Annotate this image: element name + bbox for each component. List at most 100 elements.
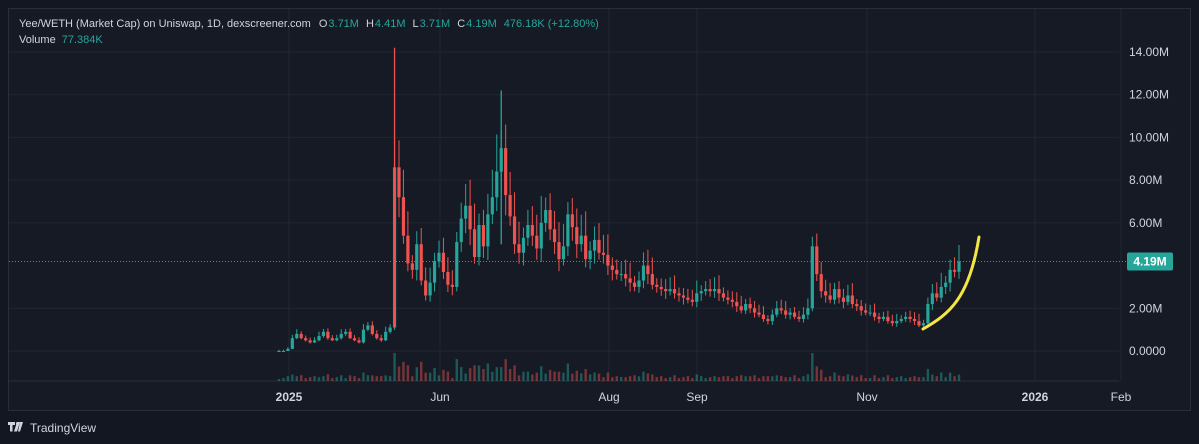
candle-body xyxy=(699,291,703,294)
candle-body xyxy=(552,229,557,243)
candle-body xyxy=(899,318,903,322)
volume-bar xyxy=(935,376,938,381)
y-tick-label: 2.00M xyxy=(1129,301,1162,315)
candle-body xyxy=(801,314,806,319)
candle-body xyxy=(655,284,659,287)
candle-body xyxy=(366,325,370,330)
candle-body xyxy=(348,331,352,339)
candle-body xyxy=(535,235,539,249)
volume-bar xyxy=(451,378,454,381)
volume-bar xyxy=(700,376,703,381)
y-tick-label: 6.00M xyxy=(1129,216,1162,230)
candle-body xyxy=(695,293,699,302)
candle-body xyxy=(846,295,850,302)
candle-body xyxy=(512,216,517,245)
volume-bar xyxy=(393,353,396,381)
volume-bar xyxy=(557,371,561,381)
volume-bar xyxy=(762,376,765,381)
volume-bar xyxy=(371,375,374,381)
volume-bar xyxy=(664,378,667,381)
candle-body xyxy=(432,261,437,283)
volume-label[interactable]: Volume xyxy=(19,34,56,46)
volume-bar xyxy=(940,372,943,381)
candle-body xyxy=(424,280,428,296)
volume-bar xyxy=(362,372,365,381)
candle-body xyxy=(321,331,326,337)
candle-body xyxy=(948,269,952,283)
volume-bar xyxy=(531,374,534,381)
volume-bar xyxy=(606,372,610,381)
candle-body xyxy=(477,224,481,258)
volume-bar xyxy=(597,373,601,381)
volume-bar xyxy=(415,367,418,381)
candle-body xyxy=(841,297,846,302)
candle-body xyxy=(668,289,672,292)
candle-body xyxy=(739,306,743,311)
candle-body xyxy=(744,304,748,311)
candle-body xyxy=(379,338,383,341)
chart-legend: Yee/WETH (Market Cap) on Uniswap, 1D, de… xyxy=(19,16,606,48)
symbol-title[interactable]: Yee/WETH (Market Cap) on Uniswap, 1D, de… xyxy=(19,18,311,30)
candle-body xyxy=(779,308,783,311)
candle-body xyxy=(690,299,694,302)
volume-bar xyxy=(828,376,832,381)
x-tick-label: Feb xyxy=(1111,390,1132,404)
tradingview-logo[interactable]: TradingView xyxy=(8,421,96,435)
candle-body xyxy=(606,254,610,266)
volume-bar xyxy=(495,367,498,381)
high-value: 4.41M xyxy=(374,18,406,30)
candle-body xyxy=(819,274,823,292)
chart-area[interactable]: 14.00M 12.00M 10.00M 8.00M 6.00M 2.00M 0.0000 2… xyxy=(8,8,1191,411)
candle-body xyxy=(957,261,961,272)
y-tick-label: 14.00M xyxy=(1129,45,1169,59)
volume-bar xyxy=(806,374,810,381)
candle-body xyxy=(441,252,446,272)
candle-body xyxy=(450,284,454,287)
volume-bar xyxy=(344,378,347,381)
volume-bar xyxy=(824,377,827,381)
volume-bar xyxy=(602,377,605,381)
candle-body xyxy=(464,205,468,219)
candle-body xyxy=(650,274,654,285)
volume-bar xyxy=(877,378,881,381)
candle-body xyxy=(921,323,926,326)
volume-bar xyxy=(464,373,467,381)
volume-bar xyxy=(957,374,961,381)
volume-bar xyxy=(748,376,752,381)
high-label: H xyxy=(365,18,374,30)
candle-body xyxy=(810,246,814,309)
candle-body xyxy=(308,340,312,343)
open-value: 3.71M xyxy=(328,18,359,30)
candle-body xyxy=(281,351,286,352)
candle-body xyxy=(544,210,548,223)
open-label: O xyxy=(318,18,328,30)
volume-bar xyxy=(731,378,734,381)
candle-body xyxy=(792,312,797,317)
volume-bar xyxy=(353,376,356,381)
x-tick-label: 2026 xyxy=(1022,390,1049,404)
candle-body xyxy=(872,312,877,317)
volume-bar xyxy=(860,375,863,381)
candle-body xyxy=(748,304,752,309)
candle-body xyxy=(472,229,477,258)
candle-body xyxy=(530,224,534,236)
volume-bar xyxy=(931,374,934,381)
volume-bar xyxy=(584,369,587,381)
volume-bar xyxy=(322,376,325,381)
close-label: C xyxy=(457,18,466,30)
volume-bar xyxy=(757,378,761,381)
candle-body xyxy=(592,239,597,251)
volume-bar xyxy=(726,376,730,381)
candlestick-chart[interactable]: 14.00M 12.00M 10.00M 8.00M 6.00M 2.00M 0.0000 2… xyxy=(9,9,1190,410)
candle-body xyxy=(419,244,423,281)
x-tick-label: Sep xyxy=(686,390,708,404)
candle-body xyxy=(881,316,886,319)
volume-bar xyxy=(646,373,650,381)
volume-bar xyxy=(735,376,738,381)
y-tick-label: 12.00M xyxy=(1129,88,1169,102)
volume-bar xyxy=(304,378,307,381)
candle-body xyxy=(304,338,308,341)
volume-bar xyxy=(673,375,676,381)
volume-bar xyxy=(535,372,538,381)
candle-body xyxy=(868,312,872,314)
